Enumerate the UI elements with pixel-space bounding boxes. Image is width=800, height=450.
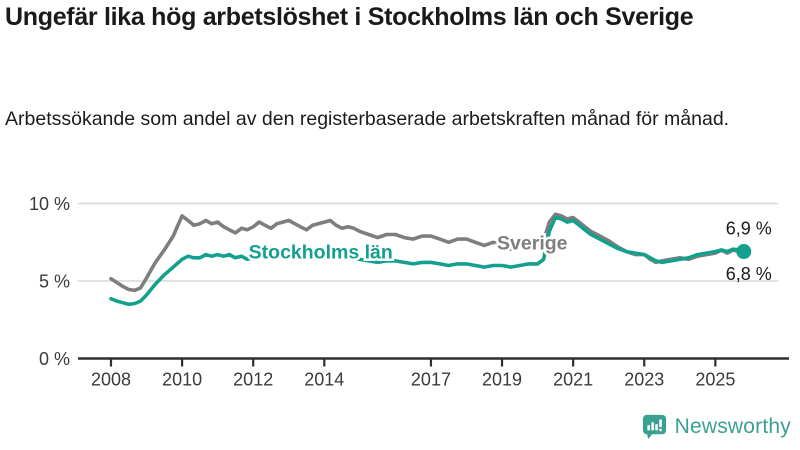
y-tick-label: 5 % xyxy=(39,272,70,292)
series-line-stockholms-län xyxy=(109,215,746,307)
y-tick-label: 10 % xyxy=(29,194,70,214)
x-tick-label: 2019 xyxy=(482,370,522,390)
x-tick-label: 2014 xyxy=(304,370,344,390)
x-tick-label: 2008 xyxy=(91,370,131,390)
series-end-value-label: 6,9 % xyxy=(726,219,772,239)
y-tick-label: 0 % xyxy=(39,349,70,369)
chart-title: Ungefär lika hög arbetslöshet i Stockhol… xyxy=(5,3,694,31)
series-inline-label: Stockholms län xyxy=(249,242,393,264)
x-tick-label: 2012 xyxy=(233,370,273,390)
series-inline-label: Sverige xyxy=(497,232,568,254)
x-tick-label: 2017 xyxy=(411,370,451,390)
x-tick-label: 2021 xyxy=(553,370,593,390)
series-line-sverige xyxy=(109,212,746,293)
x-tick-label: 2023 xyxy=(624,370,664,390)
brand-footer: Newsworthy xyxy=(641,413,791,440)
newsworthy-logo-icon xyxy=(642,414,666,440)
brand-name: Newsworthy xyxy=(674,414,791,438)
series-end-value-label: 6,8 % xyxy=(726,264,772,284)
series-end-dot xyxy=(736,244,752,260)
chart-subtitle: Arbetssökande som andel av den registerb… xyxy=(5,108,730,130)
x-tick-label: 2010 xyxy=(162,370,202,390)
unemployment-line-chart: 2008 2010 2012 2014 2017 2019 2021 2023 2025 0 % 5… xyxy=(29,194,789,390)
x-tick-label: 2025 xyxy=(695,370,735,390)
